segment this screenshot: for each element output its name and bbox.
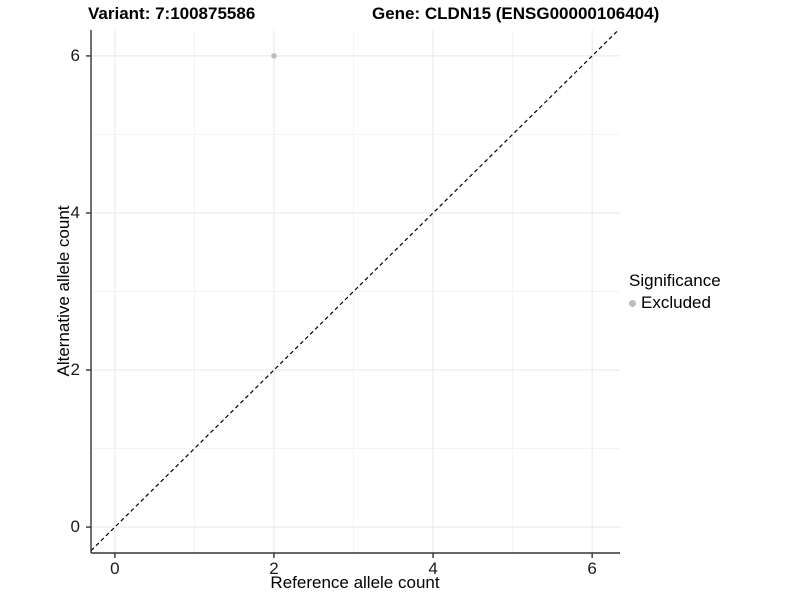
y-tick-label: 4 xyxy=(70,202,80,222)
x-tick-label: 4 xyxy=(428,559,438,578)
y-tick-label: 0 xyxy=(70,517,80,537)
y-tick-label: 6 xyxy=(70,45,80,65)
variant-title: Variant: 7:100875586 xyxy=(88,4,256,23)
legend-point-icon xyxy=(629,299,636,307)
identity-reference-line xyxy=(90,29,619,552)
legend-entry-label: Excluded xyxy=(641,293,711,312)
data-point xyxy=(271,53,277,59)
x-axis-title: Reference allele count xyxy=(270,573,440,592)
legend-title: Significance xyxy=(629,271,721,290)
x-tick-label: 0 xyxy=(110,559,120,578)
legend-entry-excluded: Excluded xyxy=(629,293,721,313)
y-tick-label: 2 xyxy=(70,360,80,380)
x-tick-label: 2 xyxy=(269,559,279,578)
y-axis-title: Alternative allele count xyxy=(54,205,73,377)
legend: Significance Excluded xyxy=(629,271,721,313)
x-tick-label: 6 xyxy=(587,559,597,578)
gene-title: Gene: CLDN15 (ENSG00000106404) xyxy=(372,4,660,23)
